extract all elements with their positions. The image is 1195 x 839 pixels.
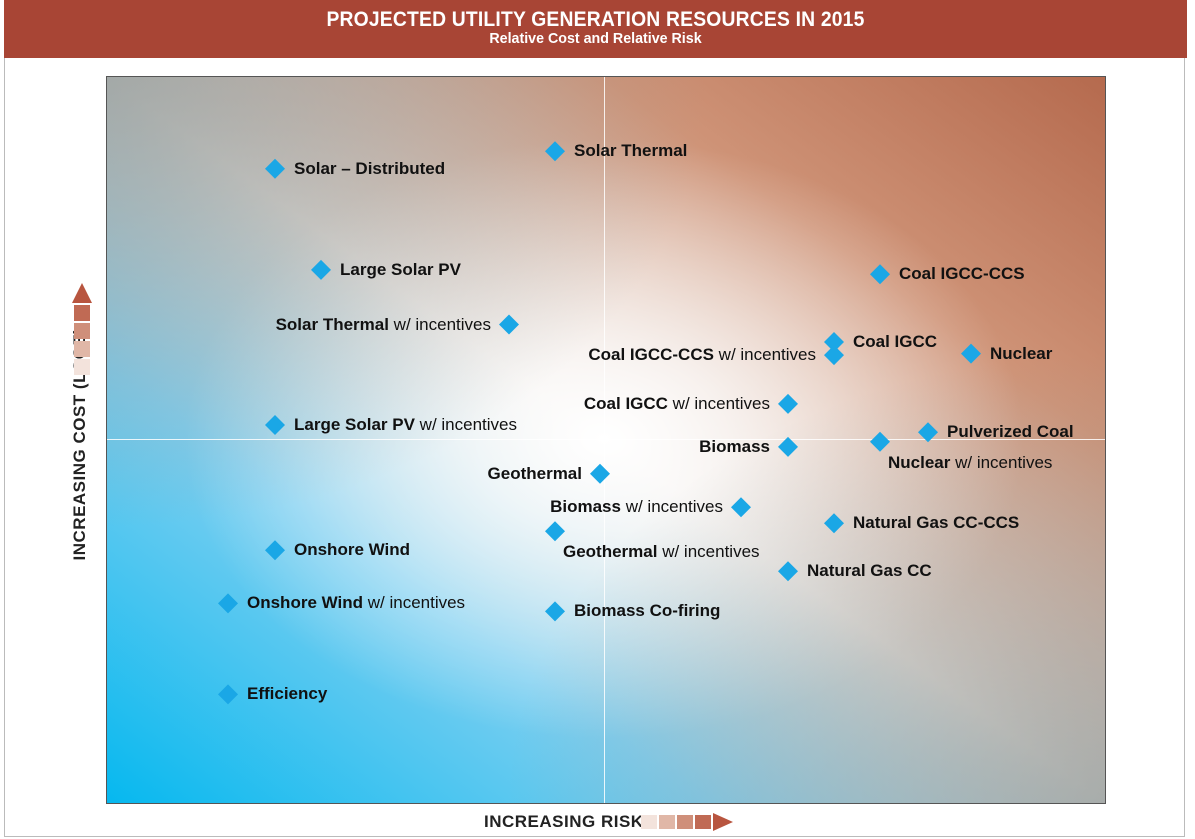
- point-label-name: Biomass: [699, 436, 770, 456]
- scatter-point-label: Onshore Wind w/ incentives: [247, 593, 465, 613]
- scatter-point-marker: [545, 521, 565, 542]
- scatter-point-label: Biomass w/ incentives: [550, 497, 723, 517]
- quadrant-divider-horizontal: [107, 439, 1105, 440]
- scatter-point-marker: [590, 463, 610, 484]
- point-label-name: Natural Gas CC: [807, 561, 932, 581]
- point-label-name: Geothermal: [487, 463, 582, 483]
- scatter-point-label: Coal IGCC-CCS w/ incentives: [588, 345, 816, 365]
- point-label-name: Efficiency: [247, 684, 328, 704]
- point-label-name: Biomass: [550, 497, 621, 517]
- scatter-point-label: Natural Gas CC-CCS: [853, 513, 1019, 533]
- point-label-name: Biomass Co-firing: [574, 601, 721, 621]
- point-label-name: Coal IGCC-CCS: [899, 264, 1025, 284]
- point-label-name: Solar Thermal: [574, 141, 688, 161]
- scatter-point-label: Coal IGCC-CCS: [899, 264, 1025, 284]
- plot-shade-bottom-right: [107, 77, 1105, 803]
- scatter-point-label: Solar Thermal: [574, 141, 687, 161]
- point-label-qualifier: w/ incentives: [414, 414, 517, 434]
- scatter-point-marker: [499, 314, 519, 335]
- point-label-name: Coal IGCC-CCS: [588, 345, 714, 365]
- quadrant-divider-vertical: [604, 77, 605, 803]
- point-label-name: Solar – Distributed: [294, 158, 446, 178]
- scatter-point-marker: [824, 345, 844, 366]
- scatter-point-label: Coal IGCC: [853, 332, 937, 352]
- scatter-point-marker: [870, 264, 890, 285]
- scatter-point-marker: [731, 497, 751, 518]
- scatter-point-label: Solar Thermal w/ incentives: [276, 315, 491, 335]
- scatter-point-label: Coal IGCC w/ incentives: [584, 394, 770, 414]
- scatter-point-marker: [218, 593, 238, 614]
- scatter-point-marker: [265, 414, 285, 435]
- point-label-qualifier: w/ incentives: [667, 393, 770, 413]
- scatter-point-marker: [824, 331, 844, 352]
- scatter-point-label: Large Solar PV w/ incentives: [294, 415, 517, 435]
- scatter-point-label: Biomass: [699, 437, 770, 457]
- point-label-qualifier: w/ incentives: [388, 314, 491, 334]
- point-label-name: Coal IGCC: [853, 331, 938, 351]
- point-label-name: Onshore Wind: [294, 540, 411, 560]
- chart-title: PROJECTED UTILITY GENERATION RESOURCES I…: [326, 8, 865, 31]
- scatter-point-marker: [824, 513, 844, 534]
- scatter-point-label: Efficiency: [247, 684, 327, 704]
- scatter-point-marker: [778, 561, 798, 582]
- scatter-point-marker: [218, 684, 238, 705]
- point-label-name: Geothermal: [563, 542, 658, 562]
- x-axis-label: INCREASING RISK: [484, 812, 644, 831]
- scatter-point-marker: [265, 158, 285, 179]
- point-label-qualifier: w/ incentives: [363, 593, 466, 613]
- scatter-point-label: Geothermal: [488, 464, 582, 484]
- scatter-point-marker: [961, 343, 981, 364]
- point-label-name: Large Solar PV: [340, 259, 461, 279]
- point-label-name: Natural Gas CC-CCS: [853, 513, 1020, 533]
- scatter-point-label: Biomass Co-firing: [574, 601, 720, 621]
- point-label-qualifier: w/ incentives: [657, 542, 760, 562]
- point-label-name: Nuclear: [888, 452, 951, 472]
- scatter-point-marker: [545, 141, 565, 162]
- scatter-point-marker: [778, 436, 798, 457]
- scatter-point-label: Natural Gas CC: [807, 561, 932, 581]
- chart-header: PROJECTED UTILITY GENERATION RESOURCES I…: [4, 0, 1187, 58]
- point-label-name: Solar Thermal: [275, 314, 389, 334]
- scatter-point-label: Large Solar PV: [340, 260, 461, 280]
- scatter-point-label: Pulverized Coal: [947, 422, 1074, 442]
- scatter-point-label: Solar – Distributed: [294, 159, 445, 179]
- scatter-point-label: Onshore Wind: [294, 540, 410, 560]
- chart-frame: [4, 58, 1185, 837]
- scatter-point-marker: [918, 422, 938, 443]
- scatter-point-marker: [870, 431, 890, 452]
- point-label-name: Large Solar PV: [294, 414, 415, 434]
- scatter-point-marker: [311, 259, 331, 280]
- scatter-point-marker: [265, 540, 285, 561]
- x-axis-arrow-icon: [641, 813, 733, 831]
- point-label-qualifier: w/ incentives: [950, 452, 1053, 472]
- point-label-name: Onshore Wind: [247, 593, 364, 613]
- scatter-point-marker: [778, 393, 798, 414]
- point-label-name: Coal IGCC: [583, 393, 668, 413]
- point-label-name: Pulverized Coal: [947, 422, 1074, 442]
- y-axis-arrow-icon: [72, 283, 92, 375]
- scatter-point-marker: [545, 601, 565, 622]
- plot-area: Solar – Distributed Solar Thermal Large So…: [106, 76, 1106, 804]
- chart-subtitle: Relative Cost and Relative Risk: [489, 30, 702, 47]
- point-label-qualifier: w/ incentives: [620, 497, 724, 517]
- point-label-qualifier: w/ incentives: [713, 345, 816, 365]
- scatter-point-label: Nuclear: [990, 344, 1052, 364]
- scatter-point-label: Nuclear w/ incentives: [888, 453, 1052, 473]
- point-label-name: Nuclear: [990, 343, 1053, 363]
- scatter-markers: [218, 141, 981, 705]
- scatter-point-label: Geothermal w/ incentives: [563, 542, 760, 562]
